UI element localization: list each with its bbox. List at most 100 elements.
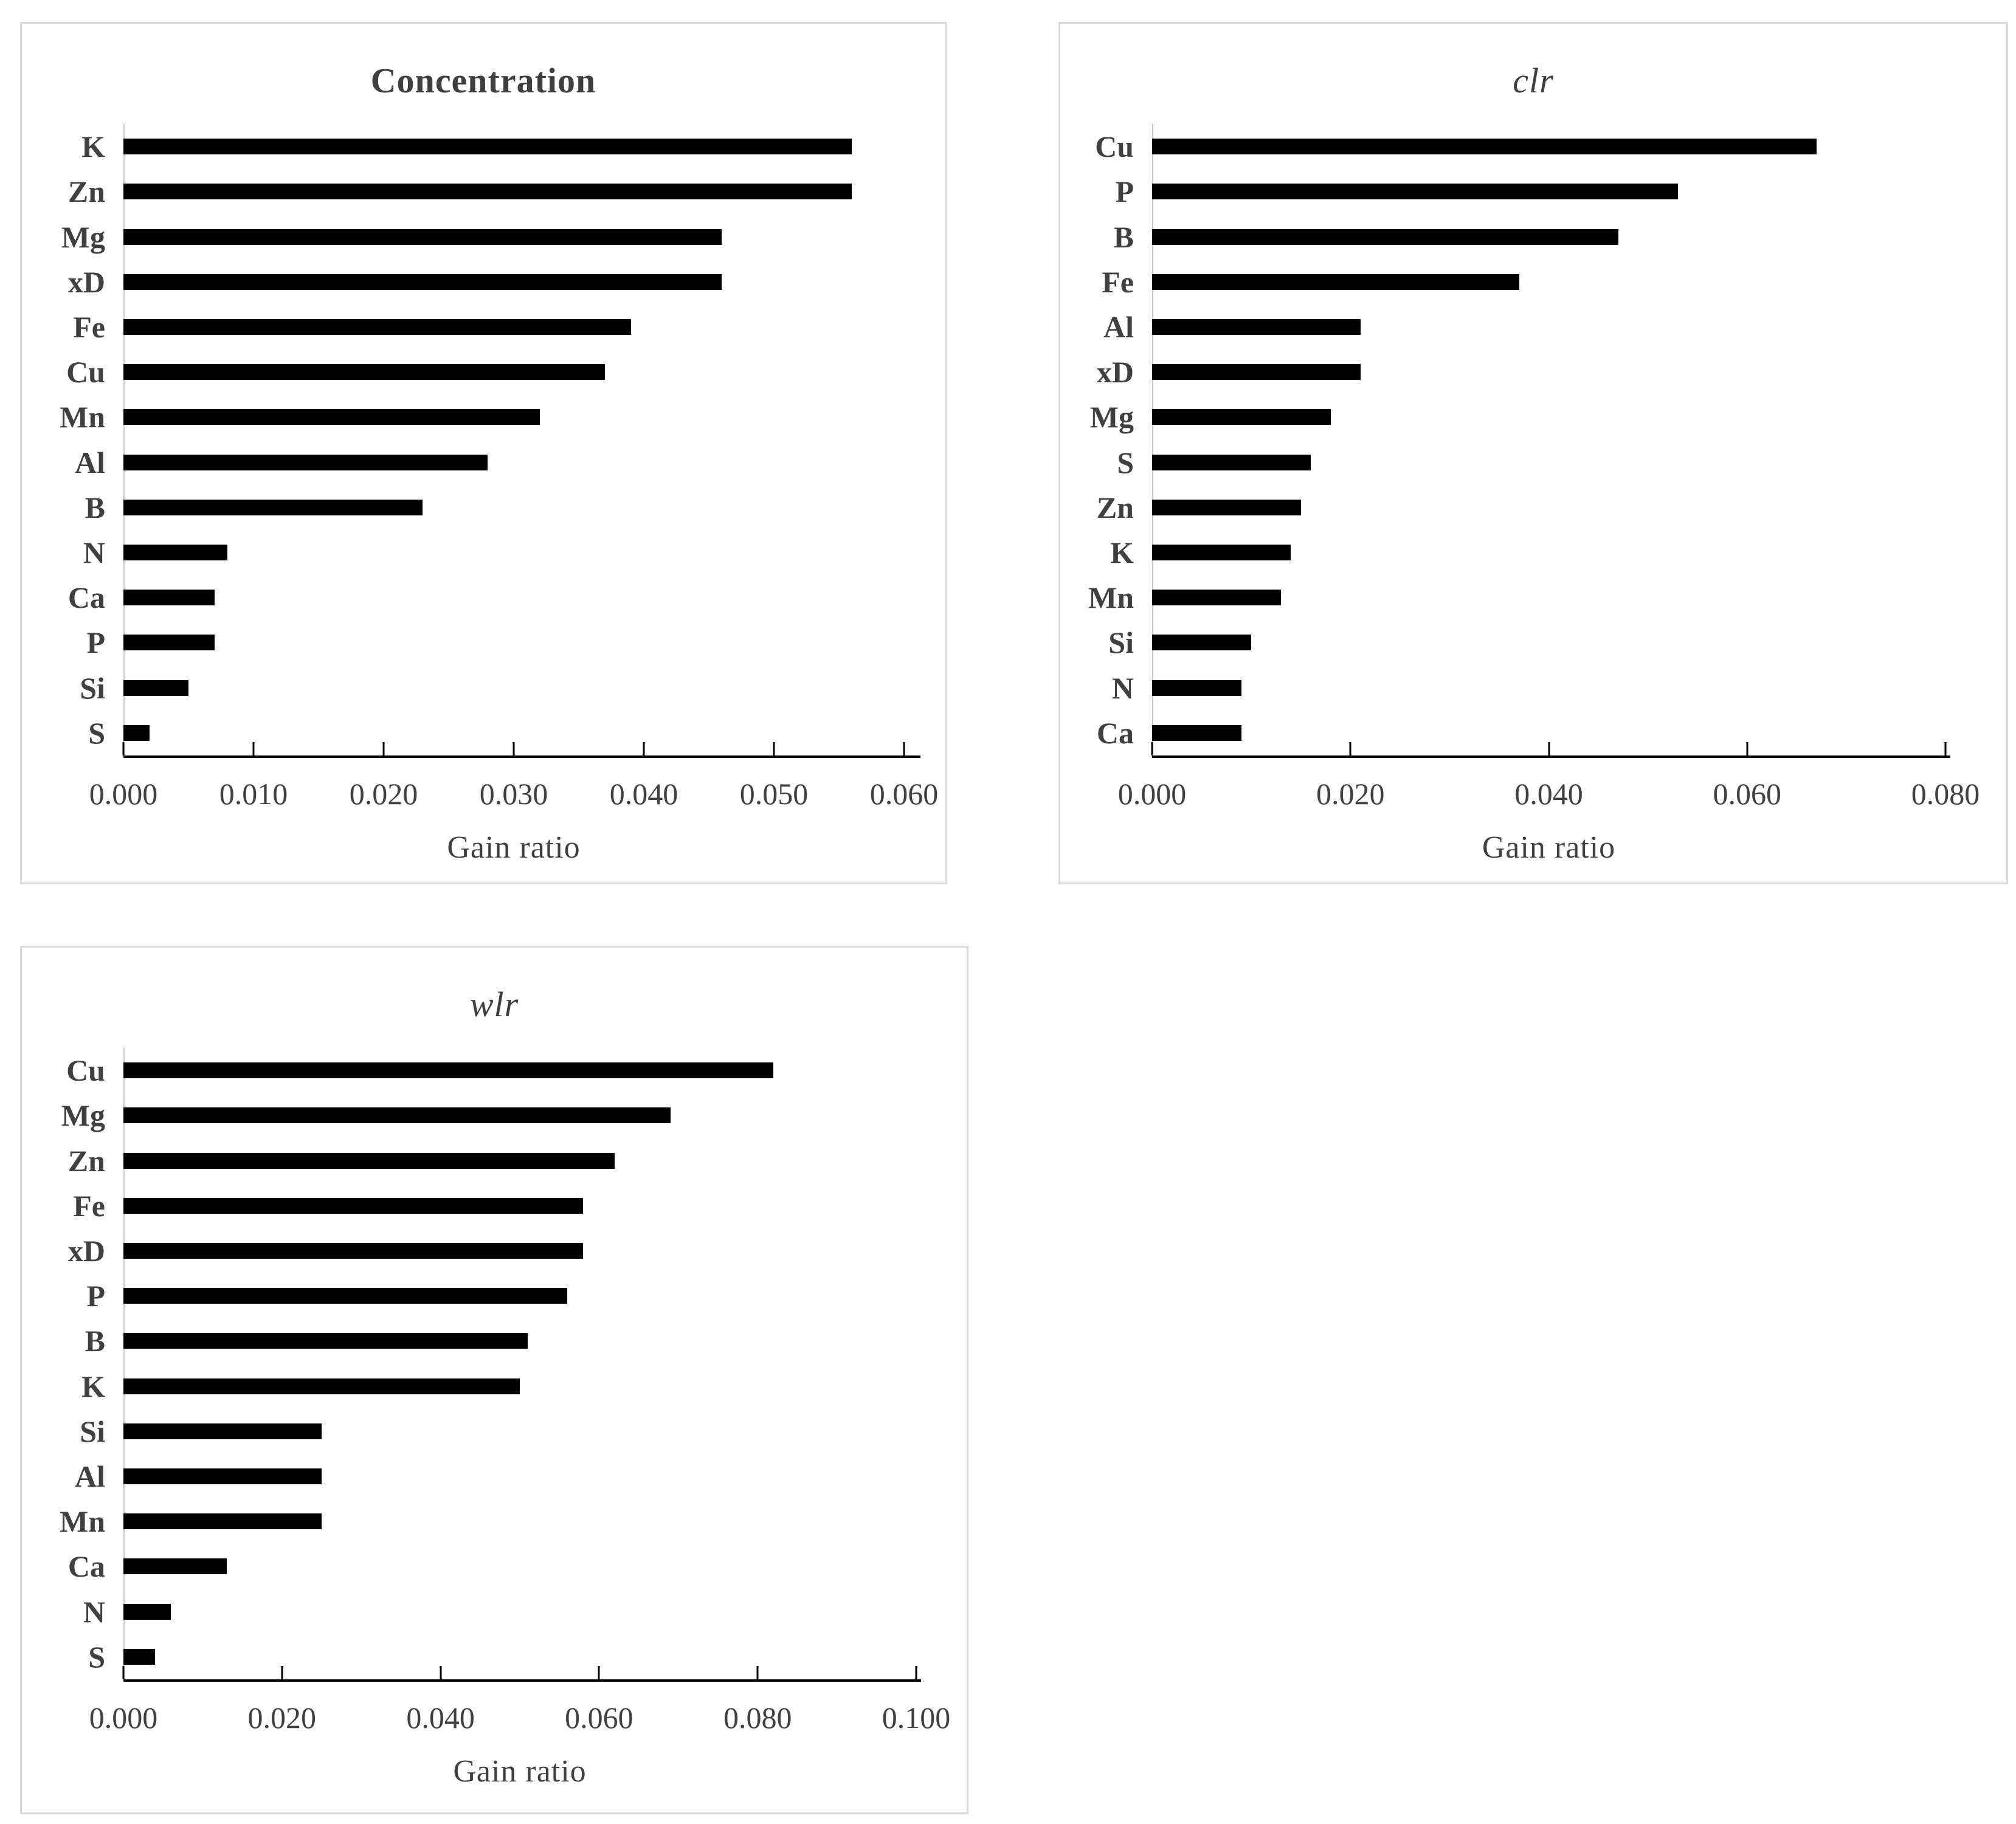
bar-row [1152,349,1945,394]
bar-row [123,214,904,259]
category-label: xD [67,1233,105,1268]
value-axis-title: Gain ratio [447,830,581,865]
category-label: B [1113,219,1134,254]
tick-label: 0.010 [219,777,288,811]
category-label: Cu [66,355,105,390]
bar-row [123,711,904,755]
category-label: S [88,715,105,750]
tick-label: 0.050 [739,777,809,811]
bar-row [1152,666,1945,711]
bar [123,1558,227,1575]
bar-row [123,1409,916,1454]
tick-mark [915,1666,917,1679]
tick-label: 0.060 [1713,777,1782,811]
value-axis-title: Gain ratio [1482,830,1616,865]
bar-row [1152,711,1945,755]
bar [1152,318,1361,335]
bar-row [123,1544,916,1589]
bar [123,1197,584,1214]
bar [123,229,722,245]
bar-row [123,1634,916,1679]
category-label: Si [80,1414,105,1448]
bar [123,1107,671,1124]
bar-row [123,1093,916,1138]
bar [123,499,423,515]
bar-row [123,169,904,214]
category-label: xD [67,264,105,299]
category-label: Mg [61,1098,105,1133]
tick-label: 0.100 [882,1701,951,1735]
category-label: Mn [60,400,105,435]
tick-mark [513,742,515,755]
category-axis-line [1152,124,1153,757]
bar [123,409,540,425]
bar-row [123,666,904,711]
bar-row [1152,530,1945,575]
category-label: Fe [1102,264,1134,299]
tick-label: 0.040 [1514,777,1583,811]
bar-row [123,440,904,485]
chart-title: wlr [469,985,519,1024]
category-label: Zn [1096,490,1134,525]
bar-row [1152,575,1945,620]
tick-mark [122,742,125,755]
category-label: K [81,129,105,164]
bar-row [123,1454,916,1499]
bar [1152,184,1678,200]
category-label: Al [1103,309,1134,344]
chart-panel-wlr: wlr Cu Mg Zn Fe xD P B K Si Al Mn Ca N S 0.000 0.020 0.… [20,946,968,1814]
tick-label: 0.020 [349,777,418,811]
bar [1152,409,1331,425]
tick-mark [122,1666,125,1679]
tick-label: 0.000 [1117,777,1187,811]
category-axis-line [123,1048,125,1681]
tick-label: 0.060 [869,777,939,811]
bar [1152,724,1241,741]
bar-row [1152,440,1945,485]
category-label: P [1115,174,1134,209]
category-label: P [86,625,105,660]
bar [123,1603,171,1620]
bar-row [123,620,904,665]
bar [1152,139,1817,155]
tick-label: 0.060 [565,1701,633,1735]
category-label: S [1117,445,1134,480]
category-label: Fe [73,1188,105,1223]
tick-mark [598,1666,600,1679]
bar-row [123,260,904,305]
category-label: B [85,1324,105,1358]
bar-row [1152,485,1945,530]
bar-row [1152,260,1945,305]
value-axis-line [123,1679,921,1682]
chart-title: Concentration [370,61,596,100]
value-axis-tick-labels: 0.000 0.020 0.040 0.060 0.080 [1118,776,1980,813]
plot-area [123,1048,916,1679]
bar-row [123,349,904,394]
bar [123,454,488,470]
value-axis-line [123,755,920,758]
bar [123,590,215,606]
plot-area [123,124,904,755]
bar-row [123,305,904,349]
tick-label: 0.040 [609,777,678,811]
tick-mark [1151,742,1153,755]
bar [1152,545,1291,561]
bar-row [1152,214,1945,259]
value-axis-title: Gain ratio [453,1754,587,1789]
tick-mark [382,742,385,755]
bar-row [123,1138,916,1183]
value-axis-line [1152,755,1950,758]
bar [123,1468,322,1485]
tick-mark [252,742,255,755]
bar [123,1378,520,1394]
bar-row [123,394,904,439]
bar [123,1152,615,1169]
category-label: Ca [67,1549,105,1584]
bar [1152,274,1519,290]
category-label: N [1111,670,1134,705]
tick-mark [773,742,775,755]
category-label: P [86,1279,105,1313]
bar [123,139,852,155]
bar [123,318,631,335]
bar-row [123,1183,916,1228]
